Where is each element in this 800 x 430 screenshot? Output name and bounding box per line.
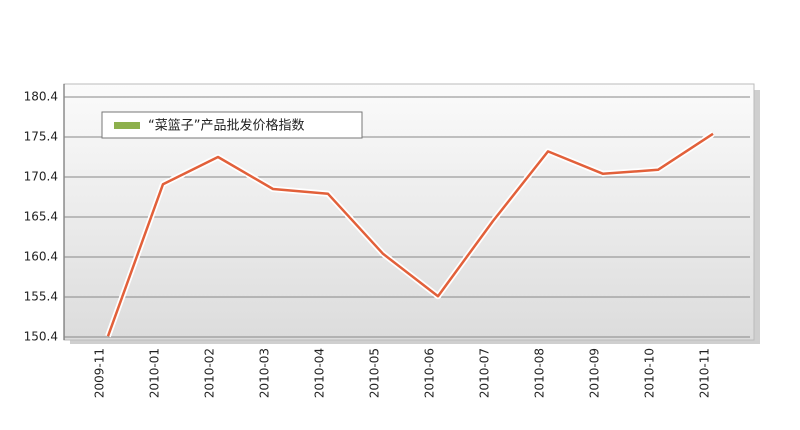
x-tick-label: 2010-06 xyxy=(423,348,437,398)
y-tick-label: 180.4 xyxy=(24,90,58,104)
legend xyxy=(101,111,363,139)
y-tick-label: 150.4 xyxy=(24,330,58,344)
y-tick-label: 165.4 xyxy=(24,210,58,224)
y-tick-label: 155.4 xyxy=(24,290,58,304)
x-tick-label: 2010-03 xyxy=(258,348,272,398)
series-line xyxy=(106,132,714,337)
y-tick-label: 170.4 xyxy=(24,170,58,184)
x-tick-label: 2010-01 xyxy=(148,348,162,398)
x-tick-label: 2009-11 xyxy=(93,348,107,398)
x-tick-label: 2010-02 xyxy=(203,348,217,398)
x-tick-label: 2010-07 xyxy=(478,348,492,398)
x-tick-label: 2010-09 xyxy=(588,348,602,398)
y-tick-label: 175.4 xyxy=(24,130,58,144)
y-tick-label: 160.4 xyxy=(24,250,58,264)
x-tick-label: 2010-10 xyxy=(643,348,657,398)
x-tick-label: 2010-11 xyxy=(698,348,712,398)
x-tick-label: 2010-04 xyxy=(313,348,327,398)
x-tick-label: 2010-05 xyxy=(368,348,382,398)
x-tick-label: 2010-08 xyxy=(533,348,547,398)
legend-label: “菜篮子”产品批发价格指数 xyxy=(148,118,304,134)
legend-swatch xyxy=(114,122,140,129)
